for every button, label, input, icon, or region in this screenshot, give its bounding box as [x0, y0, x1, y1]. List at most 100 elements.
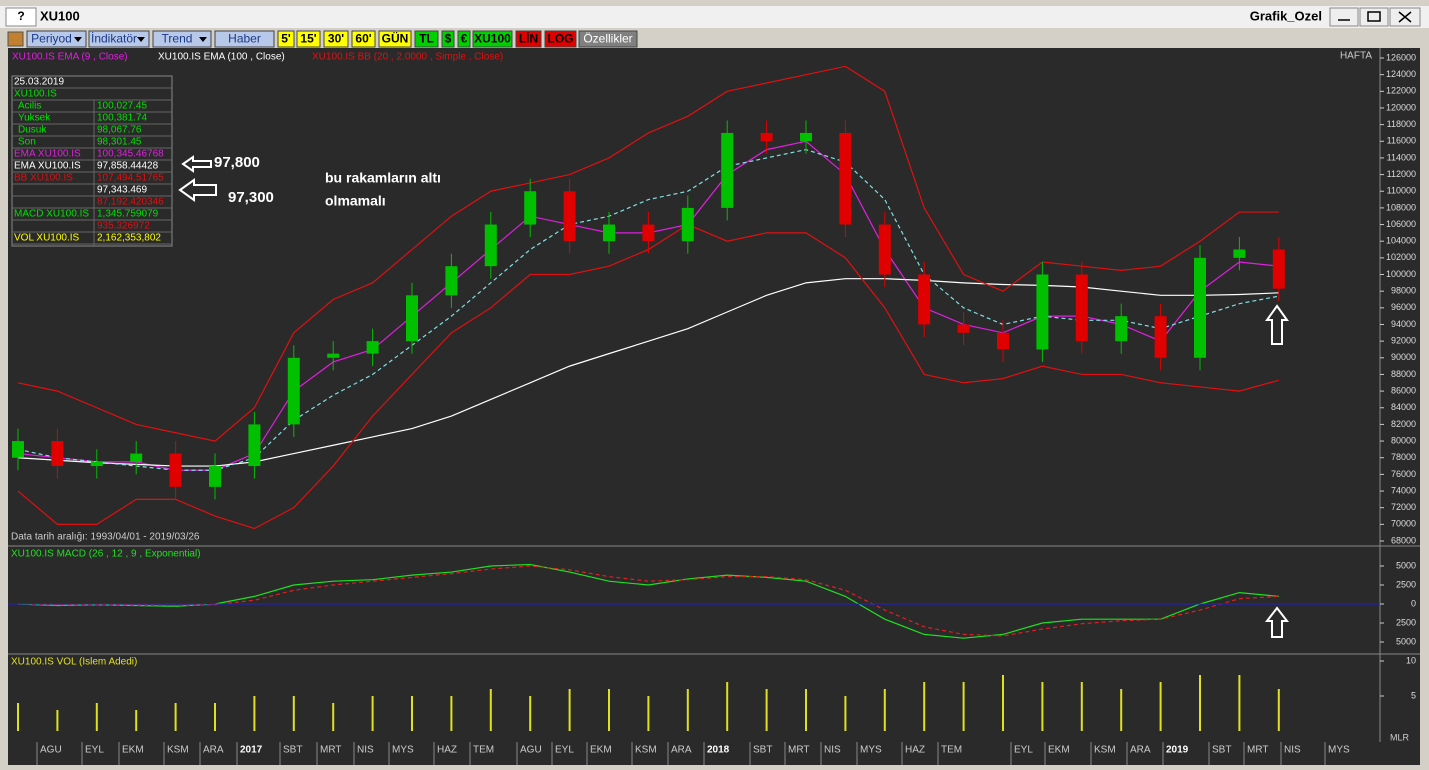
y-tick-label: 76000 [1391, 469, 1416, 479]
dropdown-arrow [137, 37, 145, 42]
y-tick-label: 92000 [1391, 336, 1416, 346]
toolbar-label: Haber [228, 32, 261, 46]
x-tick-label: ARA [203, 745, 224, 756]
toolbar-button[interactable] [378, 30, 412, 48]
annotation: 97,800 [214, 154, 260, 171]
y-tick-label: 124000 [1386, 69, 1416, 79]
volume-bar [292, 696, 295, 731]
toolbar-label: Periyod [31, 32, 72, 46]
volume-bar [450, 696, 453, 731]
y-tick-label: 94000 [1391, 319, 1416, 329]
info-label: BB XU100.IS [14, 173, 73, 184]
info-value: 1,345.759079 [97, 209, 159, 220]
minimize[interactable] [1329, 7, 1359, 27]
toolbar-button[interactable] [414, 30, 439, 48]
candle-body [445, 266, 458, 296]
volume-bar [1041, 682, 1044, 731]
candle-body [287, 357, 300, 425]
volume-bar [1159, 682, 1162, 731]
x-tick-label: HAZ [905, 745, 925, 756]
candle-body [1194, 257, 1206, 358]
volume-bar [1002, 675, 1004, 731]
y-tick-label: 104000 [1386, 236, 1416, 246]
arrow [1264, 606, 1290, 638]
candle-body [12, 441, 24, 458]
toolbar-button[interactable] [323, 30, 349, 48]
candle-body [1036, 274, 1049, 350]
candle-body [90, 461, 103, 467]
info-label: MACD XU100.IS [14, 209, 89, 220]
toolbar-label: TL [419, 32, 434, 46]
info-value: 107,494.51765 [97, 173, 164, 184]
toolbar-button[interactable] [296, 30, 321, 48]
toolbar-button[interactable] [578, 30, 638, 48]
panel-title: XU100.IS MACD (26 , 12 , 9 , Exponential… [11, 549, 201, 560]
candle-body [800, 132, 812, 142]
legend-entry: XU100.IS EMA (100 , Close) [158, 52, 285, 63]
candle-body [1075, 274, 1088, 342]
y-tick-label: 106000 [1386, 219, 1416, 229]
dropdown-arrow [74, 37, 82, 42]
y-tick-label: 90000 [1391, 352, 1416, 362]
toolbar-button[interactable] [351, 30, 376, 48]
volume-bar [1120, 689, 1123, 731]
toolbar-button[interactable] [26, 30, 87, 48]
x-tick-label: NIS [824, 745, 841, 756]
y-tick-label: 5000 [1396, 636, 1416, 646]
help-button[interactable] [5, 7, 37, 27]
x-tick-label: EYL [555, 745, 574, 756]
candle-body [209, 466, 221, 487]
y-tick-label: 100000 [1386, 269, 1416, 279]
candle-body [603, 224, 615, 242]
x-tick-label: 2017 [240, 745, 263, 756]
toolbar-button[interactable] [277, 30, 295, 48]
volume-bar [1238, 675, 1241, 731]
x-tick-label: MYS [1328, 745, 1350, 756]
y-tick-label: 2500 [1396, 579, 1416, 589]
info-value: 100,345.46768 [97, 149, 164, 160]
indicator-line [17, 148, 1279, 471]
chart-area [8, 48, 1380, 742]
toolbar-button[interactable] [88, 30, 150, 48]
y-tick-label: 114000 [1387, 152, 1416, 162]
x-tick-label: KSM [167, 745, 189, 756]
info-value: 100,027.45 [97, 101, 147, 112]
volume-bar [174, 703, 177, 731]
y-tick-label: 68000 [1391, 535, 1416, 545]
x-tick-label: HAZ [437, 745, 457, 756]
toolbar-button[interactable] [214, 30, 275, 48]
toolbar-label: Özellikler [583, 32, 632, 46]
candle-body [721, 132, 734, 208]
x-tick-label: SBT [1212, 745, 1231, 756]
y-tick-label: 0 [1411, 598, 1416, 608]
candle-body [1272, 249, 1285, 289]
toolbar-button[interactable] [152, 30, 212, 48]
candle-body [1233, 249, 1246, 258]
y-tick-label: 10 [1406, 655, 1416, 665]
candle-body [681, 207, 694, 242]
volume-bar [1080, 682, 1083, 731]
candle-body [918, 274, 931, 325]
toolbar-button[interactable] [472, 30, 513, 48]
window-icons [1338, 11, 1412, 23]
toolbar-button[interactable] [441, 30, 455, 48]
x-tick-label: MYS [392, 745, 414, 756]
volume-bar [214, 703, 216, 731]
toolbar-label: 30' [328, 32, 344, 46]
y-tick-label: 110000 [1387, 186, 1416, 196]
toolbar-label: İndikatör [91, 32, 137, 46]
y-tick-label: 86000 [1391, 385, 1416, 395]
toolbar-button[interactable] [515, 30, 542, 48]
toolbar-button[interactable] [457, 30, 471, 48]
info-label: EMA XU100.IS [14, 161, 81, 172]
y-tick-label: 88000 [1391, 369, 1416, 379]
maximize[interactable] [1359, 7, 1389, 27]
info-value: 98,301.45 [97, 137, 142, 148]
y-tick-label: 2500 [1396, 617, 1416, 627]
arrow [178, 178, 217, 202]
dropdown-arrow [199, 37, 207, 42]
x-tick-label: MYS [860, 745, 882, 756]
toolbar-button[interactable] [544, 30, 577, 48]
x-tick-label: TEM [941, 745, 962, 756]
